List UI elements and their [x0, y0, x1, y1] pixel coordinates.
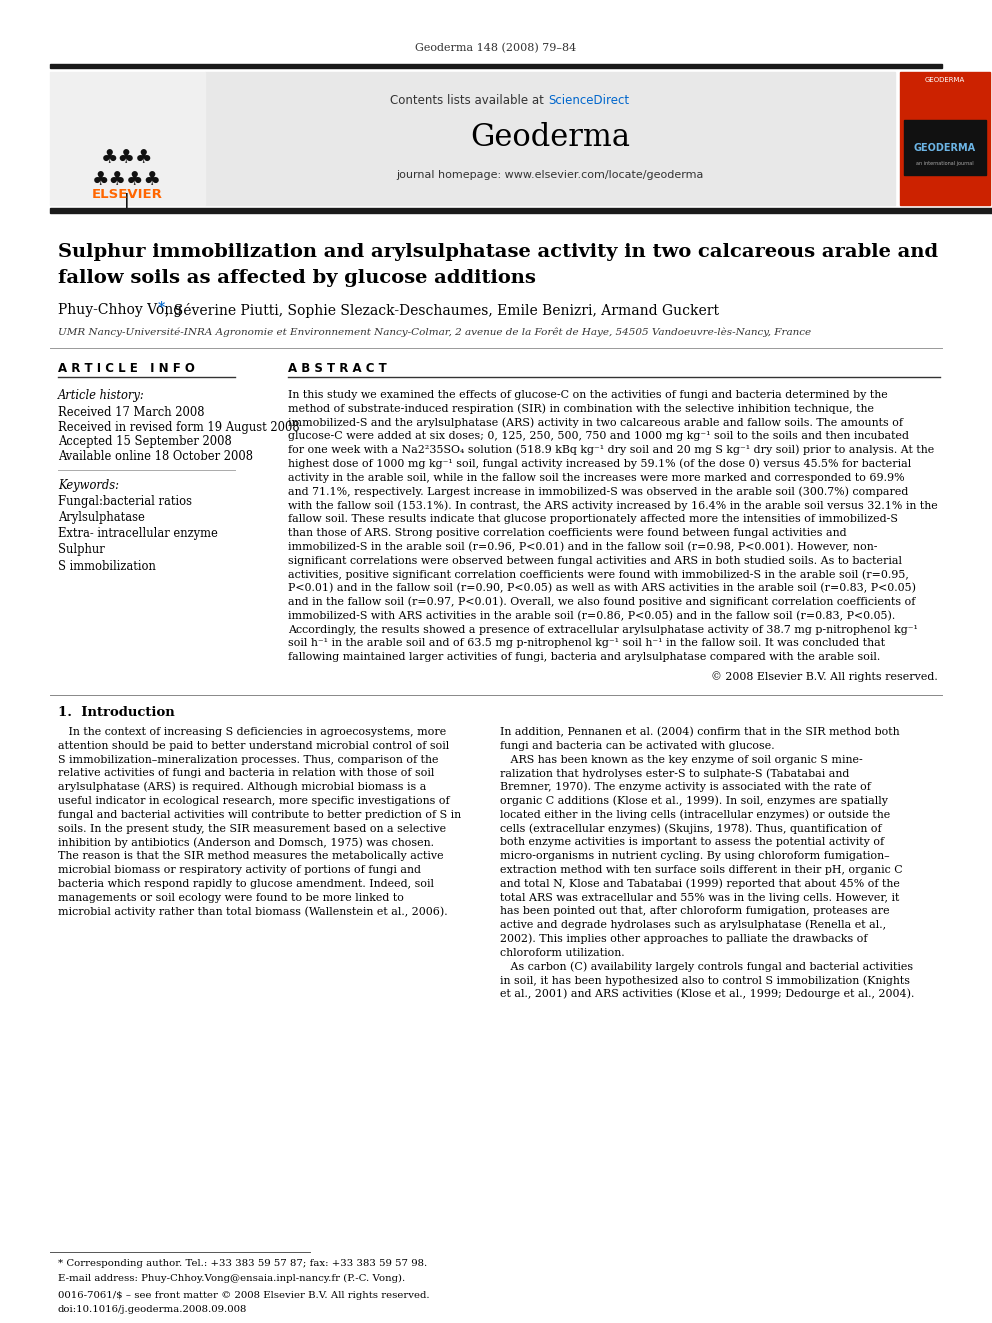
Text: and total N, Klose and Tabatabai (1999) reported that about 45% of the: and total N, Klose and Tabatabai (1999) … — [500, 878, 900, 889]
Text: chloroform utilization.: chloroform utilization. — [500, 947, 625, 958]
Text: organic C additions (Klose et al., 1999). In soil, enzymes are spatially: organic C additions (Klose et al., 1999)… — [500, 795, 888, 806]
Text: arylsulphatase (ARS) is required. Although microbial biomass is a: arylsulphatase (ARS) is required. Althou… — [58, 782, 427, 792]
Bar — [50, 208, 992, 213]
Text: ELSEVIER: ELSEVIER — [91, 188, 163, 201]
Text: both enzyme activities is important to assess the potential activity of: both enzyme activities is important to a… — [500, 837, 884, 848]
Text: located either in the living cells (intracellular enzymes) or outside the: located either in the living cells (intr… — [500, 810, 890, 820]
Text: an international journal: an international journal — [917, 160, 974, 165]
Text: 1.  Introduction: 1. Introduction — [58, 706, 175, 720]
Text: Geoderma 148 (2008) 79–84: Geoderma 148 (2008) 79–84 — [416, 42, 576, 53]
Text: Phuy-Chhoy Vong: Phuy-Chhoy Vong — [58, 303, 186, 318]
Text: * Corresponding author. Tel.: +33 383 59 57 87; fax: +33 383 59 57 98.: * Corresponding author. Tel.: +33 383 59… — [58, 1259, 428, 1269]
Text: microbial biomass or respiratory activity of portions of fungi and: microbial biomass or respiratory activit… — [58, 865, 421, 875]
Text: Extra- intracellular enzyme: Extra- intracellular enzyme — [58, 528, 218, 541]
Text: fallow soil. These results indicate that glucose proportionately affected more t: fallow soil. These results indicate that… — [288, 515, 898, 524]
Text: Received 17 March 2008: Received 17 March 2008 — [58, 406, 204, 418]
Text: Accordingly, the results showed a presence of extracellular arylsulphatase activ: Accordingly, the results showed a presen… — [288, 624, 918, 635]
Text: S immobilization: S immobilization — [58, 560, 156, 573]
Text: activity in the arable soil, while in the fallow soil the increases were more ma: activity in the arable soil, while in th… — [288, 472, 905, 483]
Bar — [205, 71, 895, 205]
Text: useful indicator in ecological research, more specific investigations of: useful indicator in ecological research,… — [58, 796, 449, 806]
Text: doi:10.1016/j.geoderma.2008.09.008: doi:10.1016/j.geoderma.2008.09.008 — [58, 1306, 247, 1315]
Text: In this study we examined the effects of glucose-C on the activities of fungi an: In this study we examined the effects of… — [288, 390, 888, 400]
Text: in soil, it has been hypothesized also to control S immobilization (Knights: in soil, it has been hypothesized also t… — [500, 975, 910, 986]
Text: A B S T R A C T: A B S T R A C T — [288, 361, 387, 374]
Text: Accepted 15 September 2008: Accepted 15 September 2008 — [58, 435, 232, 448]
Text: 2002). This implies other approaches to palliate the drawbacks of: 2002). This implies other approaches to … — [500, 934, 867, 945]
Text: and 71.1%, respectively. Largest increase in immobilized-S was observed in the a: and 71.1%, respectively. Largest increas… — [288, 487, 909, 497]
Text: Arylsulphatase: Arylsulphatase — [58, 512, 145, 524]
Text: et al., 2001) and ARS activities (Klose et al., 1999; Dedourge et al., 2004).: et al., 2001) and ARS activities (Klose … — [500, 988, 915, 999]
Text: and in the fallow soil (r=0.97, P<0.01). Overall, we also found positive and sig: and in the fallow soil (r=0.97, P<0.01).… — [288, 597, 916, 607]
Text: bacteria which respond rapidly to glucose amendment. Indeed, soil: bacteria which respond rapidly to glucos… — [58, 878, 434, 889]
Text: Fungal:bacterial ratios: Fungal:bacterial ratios — [58, 496, 192, 508]
Text: ♣♣♣
♣♣♣♣
  |: ♣♣♣ ♣♣♣♣ | — [92, 148, 162, 212]
Text: immobilized-S with ARS activities in the arable soil (r=0.86, P<0.05) and in the: immobilized-S with ARS activities in the… — [288, 611, 895, 620]
Text: fallow soils as affected by glucose additions: fallow soils as affected by glucose addi… — [58, 269, 536, 287]
Text: than those of ARS. Strong positive correlation coefficients were found between f: than those of ARS. Strong positive corre… — [288, 528, 846, 538]
Text: immobilized-S and the arylsulphatase (ARS) activity in two calcareous arable and: immobilized-S and the arylsulphatase (AR… — [288, 417, 903, 427]
Text: In the context of increasing S deficiencies in agroecosystems, more: In the context of increasing S deficienc… — [58, 728, 446, 737]
Text: The reason is that the SIR method measures the metabolically active: The reason is that the SIR method measur… — [58, 851, 443, 861]
Text: ScienceDirect: ScienceDirect — [548, 94, 629, 106]
Text: GEODERMA: GEODERMA — [914, 143, 976, 153]
Text: UMR Nancy-Université-INRA Agronomie et Environnement Nancy-Colmar, 2 avenue de l: UMR Nancy-Université-INRA Agronomie et E… — [58, 327, 811, 337]
Text: soils. In the present study, the SIR measurement based on a selective: soils. In the present study, the SIR mea… — [58, 824, 446, 833]
Text: immobilized-S in the arable soil (r=0.96, P<0.01) and in the fallow soil (r=0.98: immobilized-S in the arable soil (r=0.96… — [288, 541, 878, 552]
Text: activities, positive significant correlation coefficients were found with immobi: activities, positive significant correla… — [288, 569, 909, 579]
Text: fallowing maintained larger activities of fungi, bacteria and arylsulphatase com: fallowing maintained larger activities o… — [288, 652, 880, 663]
Text: Sulphur: Sulphur — [58, 544, 105, 557]
Text: © 2008 Elsevier B.V. All rights reserved.: © 2008 Elsevier B.V. All rights reserved… — [711, 672, 938, 683]
Text: journal homepage: www.elsevier.com/locate/geoderma: journal homepage: www.elsevier.com/locat… — [397, 169, 703, 180]
Text: active and degrade hydrolases such as arylsulphatase (Renella et al.,: active and degrade hydrolases such as ar… — [500, 919, 886, 930]
Text: inhibition by antibiotics (Anderson and Domsch, 1975) was chosen.: inhibition by antibiotics (Anderson and … — [58, 837, 434, 848]
Text: *: * — [158, 302, 166, 315]
Text: 0016-7061/$ – see front matter © 2008 Elsevier B.V. All rights reserved.: 0016-7061/$ – see front matter © 2008 El… — [58, 1291, 430, 1301]
Text: fungi and bacteria can be activated with glucose.: fungi and bacteria can be activated with… — [500, 741, 775, 750]
Bar — [900, 71, 990, 205]
Text: Keywords:: Keywords: — [58, 479, 119, 492]
Text: method of substrate-induced respiration (SIR) in combination with the selective : method of substrate-induced respiration … — [288, 404, 874, 414]
Text: GEODERMA: GEODERMA — [925, 77, 965, 83]
Text: extraction method with ten surface soils different in their pH, organic C: extraction method with ten surface soils… — [500, 865, 903, 875]
Text: micro-organisms in nutrient cycling. By using chloroform fumigation–: micro-organisms in nutrient cycling. By … — [500, 851, 890, 861]
Text: Received in revised form 19 August 2008: Received in revised form 19 August 2008 — [58, 421, 300, 434]
Text: Available online 18 October 2008: Available online 18 October 2008 — [58, 451, 253, 463]
Text: , Séverine Piutti, Sophie Slezack-Deschaumes, Emile Benizri, Armand Guckert: , Séverine Piutti, Sophie Slezack-Descha… — [165, 303, 719, 318]
Text: glucose-C were added at six doses; 0, 125, 250, 500, 750 and 1000 mg kg⁻¹ soil t: glucose-C were added at six doses; 0, 12… — [288, 431, 909, 442]
Text: significant correlations were observed between fungal activities and ARS in both: significant correlations were observed b… — [288, 556, 902, 566]
Text: cells (extracellular enzymes) (Skujins, 1978). Thus, quantification of: cells (extracellular enzymes) (Skujins, … — [500, 823, 882, 833]
Text: Article history:: Article history: — [58, 389, 145, 401]
Text: highest dose of 1000 mg kg⁻¹ soil, fungal activity increased by 59.1% (of the do: highest dose of 1000 mg kg⁻¹ soil, funga… — [288, 459, 912, 470]
Text: As carbon (C) availability largely controls fungal and bacterial activities: As carbon (C) availability largely contr… — [500, 962, 913, 972]
Text: with the fallow soil (153.1%). In contrast, the ARS activity increased by 16.4% : with the fallow soil (153.1%). In contra… — [288, 500, 937, 511]
Text: S immobilization–mineralization processes. Thus, comparison of the: S immobilization–mineralization processe… — [58, 754, 438, 765]
Text: microbial activity rather than total biomass (Wallenstein et al., 2006).: microbial activity rather than total bio… — [58, 906, 447, 917]
Text: ralization that hydrolyses ester-S to sulphate-S (Tabatabai and: ralization that hydrolyses ester-S to su… — [500, 769, 849, 779]
Text: relative activities of fungi and bacteria in relation with those of soil: relative activities of fungi and bacteri… — [58, 769, 434, 778]
Text: Geoderma: Geoderma — [470, 123, 630, 153]
Text: Sulphur immobilization and arylsulphatase activity in two calcareous arable and: Sulphur immobilization and arylsulphatas… — [58, 243, 938, 261]
Text: has been pointed out that, after chloroform fumigation, proteases are: has been pointed out that, after chlorof… — [500, 906, 890, 917]
Bar — [50, 71, 205, 205]
Text: ARS has been known as the key enzyme of soil organic S mine-: ARS has been known as the key enzyme of … — [500, 754, 863, 765]
Bar — [50, 64, 942, 67]
Text: attention should be paid to better understand microbial control of soil: attention should be paid to better under… — [58, 741, 449, 750]
Text: managements or soil ecology were found to be more linked to: managements or soil ecology were found t… — [58, 893, 404, 902]
Text: Bremner, 1970). The enzyme activity is associated with the rate of: Bremner, 1970). The enzyme activity is a… — [500, 782, 871, 792]
Text: Contents lists available at: Contents lists available at — [391, 94, 548, 106]
Text: total ARS was extracellular and 55% was in the living cells. However, it: total ARS was extracellular and 55% was … — [500, 893, 900, 902]
Text: fungal and bacterial activities will contribute to better prediction of S in: fungal and bacterial activities will con… — [58, 810, 461, 820]
Text: In addition, Pennanen et al. (2004) confirm that in the SIR method both: In addition, Pennanen et al. (2004) conf… — [500, 726, 900, 737]
Text: soil h⁻¹ in the arable soil and of 63.5 mg p-nitrophenol kg⁻¹ soil h⁻¹ in the fa: soil h⁻¹ in the arable soil and of 63.5 … — [288, 639, 885, 648]
Text: for one week with a Na2²35SO₄ solution (518.9 kBq kg⁻¹ dry soil and 20 mg S kg⁻¹: for one week with a Na2²35SO₄ solution (… — [288, 445, 934, 455]
Text: P<0.01) and in the fallow soil (r=0.90, P<0.05) as well as with ARS activities i: P<0.01) and in the fallow soil (r=0.90, … — [288, 583, 916, 594]
Bar — [904, 120, 986, 175]
Text: E-mail address: Phuy-Chhoy.Vong@ensaia.inpl-nancy.fr (P.-C. Vong).: E-mail address: Phuy-Chhoy.Vong@ensaia.i… — [58, 1274, 406, 1282]
Text: A R T I C L E   I N F O: A R T I C L E I N F O — [58, 361, 194, 374]
